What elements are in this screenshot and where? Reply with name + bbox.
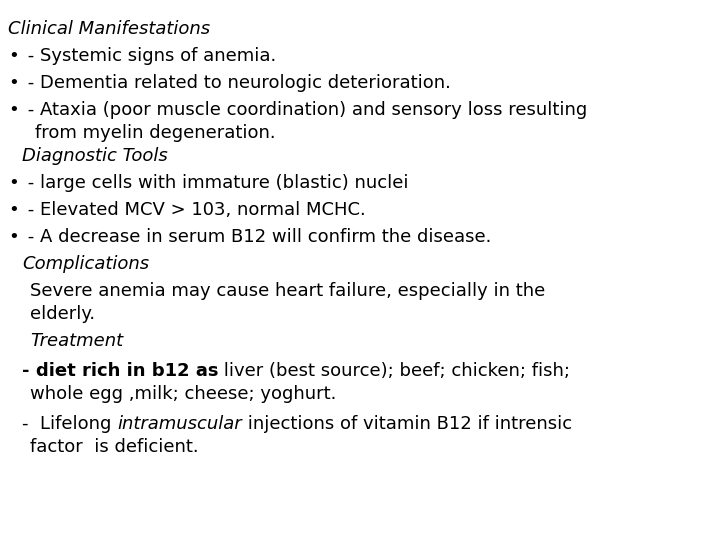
Text: Treatment: Treatment <box>30 332 123 350</box>
Text: Complications: Complications <box>22 255 149 273</box>
Text: •: • <box>8 228 19 246</box>
Text: Clinical Manifestations: Clinical Manifestations <box>8 20 210 38</box>
Text: - Elevated MCV > 103, normal MCHC.: - Elevated MCV > 103, normal MCHC. <box>22 201 366 219</box>
Text: Diagnostic Tools: Diagnostic Tools <box>22 147 168 165</box>
Text: -  Lifelong: - Lifelong <box>22 415 117 433</box>
Text: whole egg ,milk; cheese; yoghurt.: whole egg ,milk; cheese; yoghurt. <box>30 385 336 403</box>
Text: injections of vitamin B12 if intrensic: injections of vitamin B12 if intrensic <box>242 415 572 433</box>
Text: elderly.: elderly. <box>30 305 95 323</box>
Text: - A decrease in serum B12 will confirm the disease.: - A decrease in serum B12 will confirm t… <box>22 228 491 246</box>
Text: diet rich in b12 as: diet rich in b12 as <box>36 362 218 380</box>
Text: liver (best source); beef; chicken; fish;: liver (best source); beef; chicken; fish… <box>218 362 570 380</box>
Text: Severe anemia may cause heart failure, especially in the: Severe anemia may cause heart failure, e… <box>30 282 545 300</box>
Text: - large cells with immature (blastic) nuclei: - large cells with immature (blastic) nu… <box>22 174 408 192</box>
Text: from myelin degeneration.: from myelin degeneration. <box>35 124 276 142</box>
Text: •: • <box>8 201 19 219</box>
Text: intramuscular: intramuscular <box>117 415 242 433</box>
Text: •: • <box>8 174 19 192</box>
Text: - Dementia related to neurologic deterioration.: - Dementia related to neurologic deterio… <box>22 74 451 92</box>
Text: •: • <box>8 74 19 92</box>
Text: factor  is deficient.: factor is deficient. <box>30 438 199 456</box>
Text: - Ataxia (poor muscle coordination) and sensory loss resulting: - Ataxia (poor muscle coordination) and … <box>22 101 588 119</box>
Text: •: • <box>8 101 19 119</box>
Text: •: • <box>8 47 19 65</box>
Text: - Systemic signs of anemia.: - Systemic signs of anemia. <box>22 47 276 65</box>
Text: -: - <box>22 362 36 380</box>
